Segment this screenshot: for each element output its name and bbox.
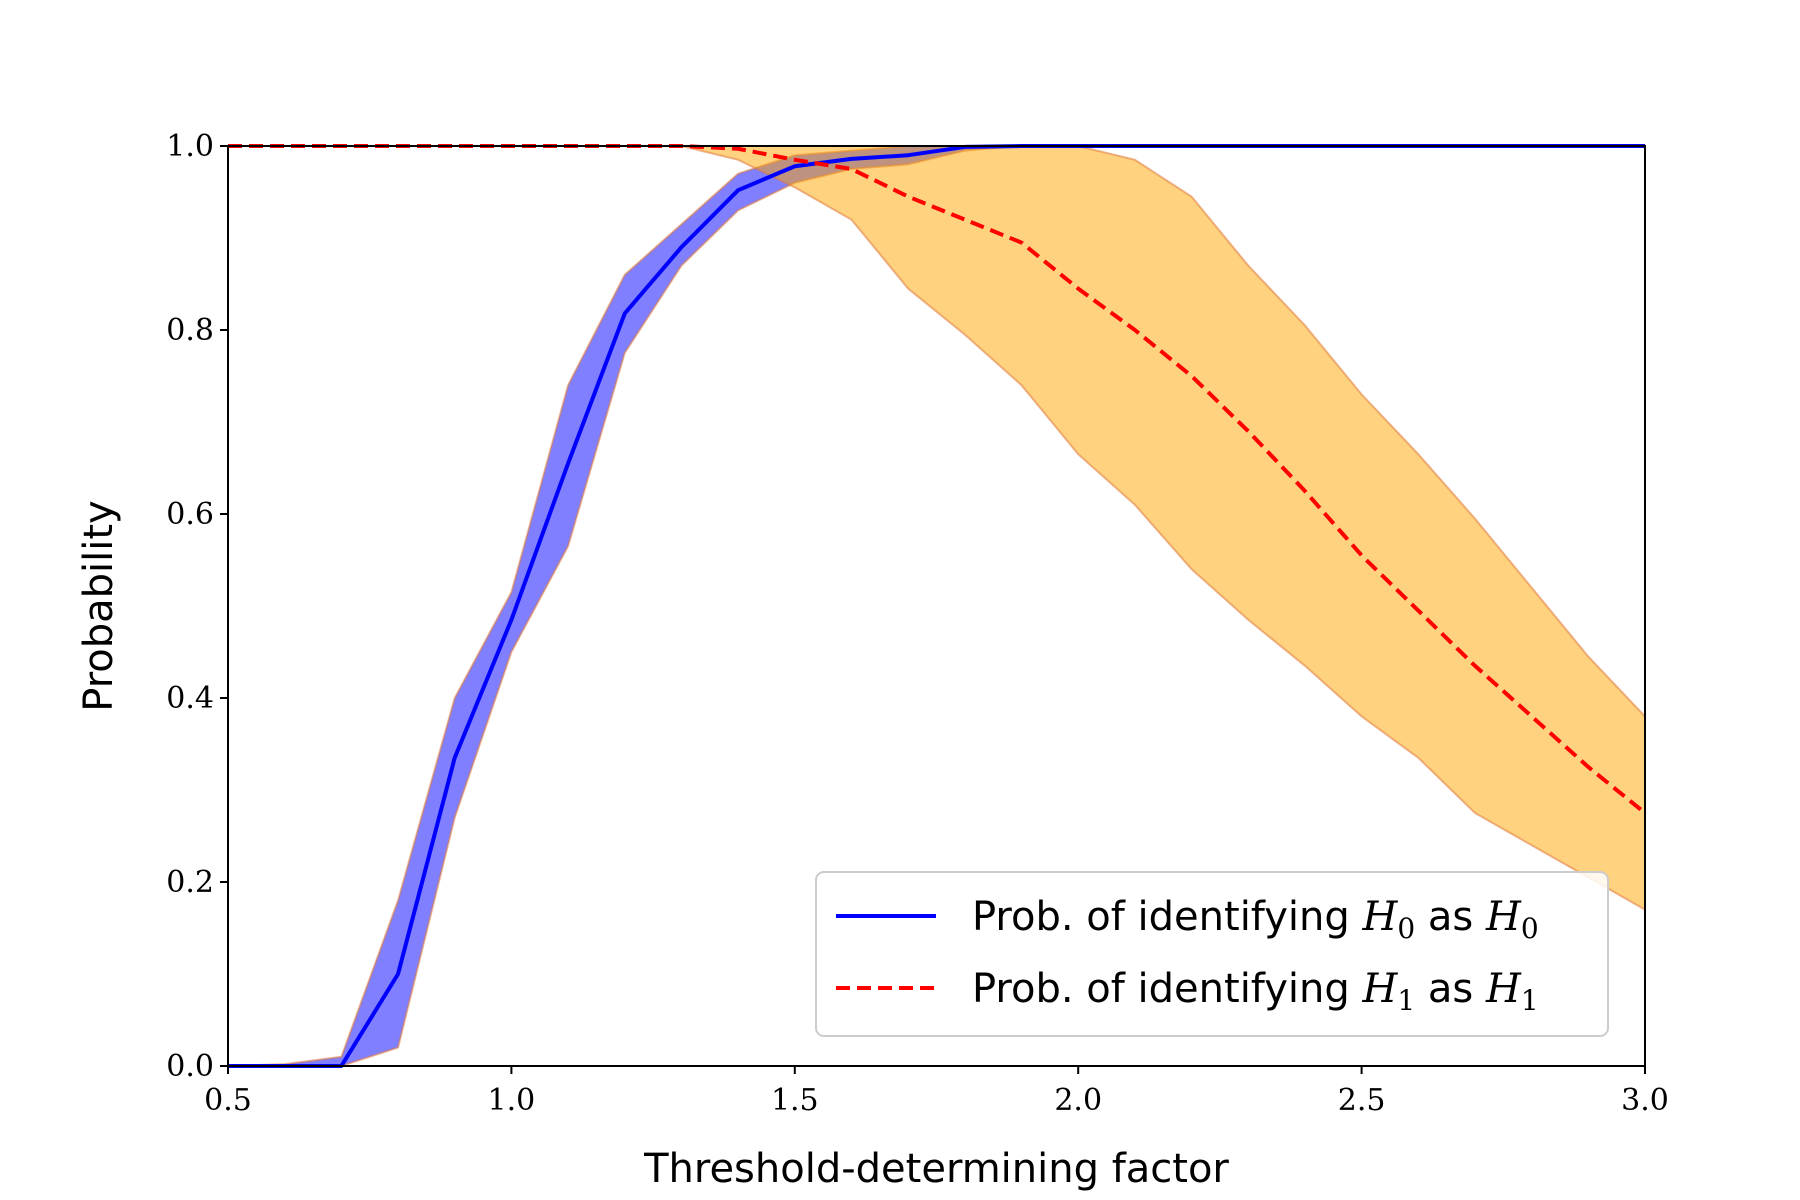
legend-box [815, 871, 1609, 1037]
legend-label-1: Prob. of identifying H1 as H1 [972, 966, 1539, 1017]
y-tick-label: 0.8 [166, 313, 214, 348]
legend-sub2: 0 [1521, 912, 1539, 945]
x-tick-label: 2.5 [1338, 1083, 1386, 1118]
x-tick-label: 0.5 [204, 1083, 252, 1118]
x-tick-label: 2.0 [1054, 1083, 1102, 1118]
x-tick-label: 3.0 [1621, 1083, 1669, 1118]
legend-middle: as [1415, 894, 1486, 940]
legend-prefix: Prob. of identifying [972, 894, 1362, 940]
plot-frame [227, 145, 1646, 1067]
x-tick-label: 1.0 [488, 1083, 536, 1118]
confidence-band-0 [227, 145, 1645, 1067]
legend-math2: H [1485, 966, 1522, 1012]
legend-label-0: Prob. of identifying H0 as H0 [972, 894, 1539, 945]
y-tick-label: 0.4 [166, 681, 214, 716]
legend-sub1: 0 [1397, 912, 1415, 945]
legend-math1: H [1361, 894, 1398, 940]
legend-middle: as [1415, 966, 1486, 1012]
y-tick-label: 1.0 [166, 129, 214, 164]
y-tick-label: 0.6 [166, 497, 214, 532]
x-axis-ticks: 0.5 1.0 1.5 2.0 2.5 3.0 [204, 1066, 1669, 1118]
legend-sub2: 1 [1521, 984, 1539, 1017]
legend-math2: H [1485, 894, 1522, 940]
x-axis-title: Threshold-determining factor [643, 1146, 1229, 1192]
y-axis-ticks: 0.0 0.2 0.4 0.6 0.8 1.0 [166, 129, 228, 1084]
legend-sub1: 1 [1397, 984, 1415, 1017]
legend-math1: H [1361, 966, 1398, 1012]
legend-prefix: Prob. of identifying [972, 966, 1362, 1012]
y-tick-label: 0.0 [166, 1049, 214, 1084]
x-tick-label: 1.5 [771, 1083, 819, 1118]
y-tick-label: 0.2 [166, 865, 214, 900]
y-axis-title: Probability [76, 500, 122, 711]
